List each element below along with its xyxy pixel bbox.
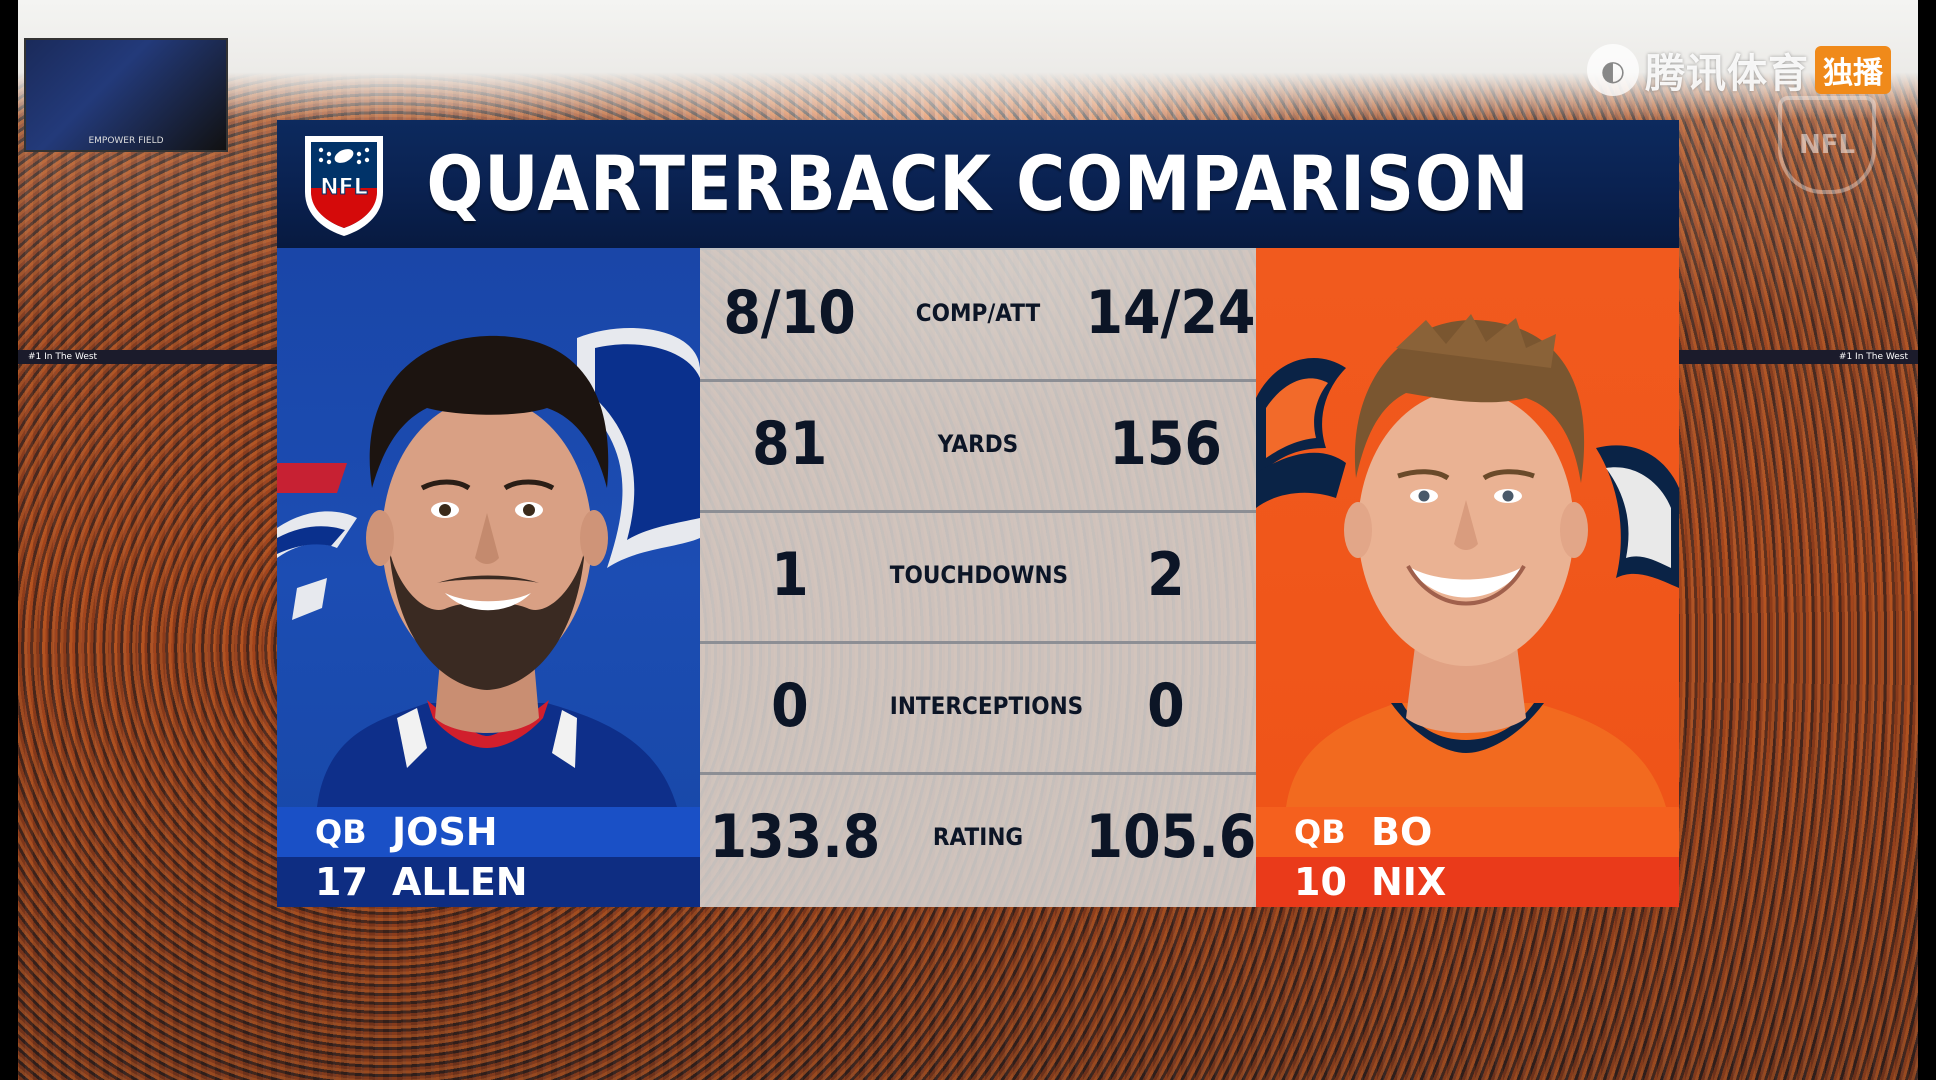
broncos-logo-icon — [1256, 358, 1679, 588]
stat-right-value: 0 — [1147, 671, 1185, 741]
stat-left-value: 8/10 — [723, 278, 857, 348]
player-position: QB — [315, 813, 367, 851]
stats-table: 8/10 COMP/ATT 14/24 81 YARDS 156 1 TOUCH… — [700, 248, 1256, 907]
stat-left-value: 133.8 — [709, 802, 881, 872]
stat-right-value: 156 — [1109, 409, 1223, 479]
broadcaster-watermark: ◐ 腾讯体育 独播 — [1587, 44, 1891, 97]
stat-label: TOUCHDOWNS — [889, 561, 1069, 589]
stat-label: YARDS — [937, 430, 1019, 458]
stat-right-value: 105.6 — [1085, 802, 1257, 872]
stat-right-value: 2 — [1147, 540, 1185, 610]
exclusive-badge: 独播 — [1815, 46, 1891, 94]
player-first-name: JOSH — [392, 810, 498, 854]
quarterback-comparison-graphic: NFL QUARTERBACK COMPARISON — [277, 120, 1679, 907]
stadium-ribbon-right: #1 In The West — [1638, 350, 1918, 364]
stat-label: INTERCEPTIONS — [889, 692, 1084, 720]
graphic-header: NFL QUARTERBACK COMPARISON — [277, 120, 1679, 248]
tencent-sports-logo-icon: ◐ — [1587, 44, 1639, 96]
stat-left-value: 81 — [752, 409, 828, 479]
stat-row-touchdowns: 1 TOUCHDOWNS 2 — [700, 510, 1256, 644]
player-photo-josh-allen — [277, 328, 700, 807]
nfl-logo-text: NFL — [320, 175, 367, 200]
stat-right-value: 14/24 — [1085, 278, 1256, 348]
stat-label: COMP/ATT — [915, 299, 1041, 327]
player-last-name: NIX — [1371, 860, 1447, 904]
stat-label: RATING — [932, 823, 1024, 851]
player-name-bar-right: QB BO 10 NIX — [1256, 807, 1679, 907]
bills-logo-icon — [277, 328, 700, 620]
stat-row-rating: 133.8 RATING 105.6 — [700, 772, 1256, 903]
stadium-ribbon-left: #1 In The West — [18, 350, 288, 364]
scoreboard-label: EMPOWER FIELD — [88, 136, 164, 146]
nfl-shield-icon: NFL — [305, 136, 383, 236]
stat-row-yards: 81 YARDS 156 — [700, 379, 1256, 513]
player-name-bar-left: QB JOSH 17 ALLEN — [277, 807, 700, 907]
stadium-scoreboard: EMPOWER FIELD — [24, 38, 228, 152]
player-number: 17 — [315, 860, 368, 904]
letterbox-right — [1918, 0, 1936, 1080]
nfl-watermark-icon: NFL — [1778, 96, 1876, 194]
stat-row-comp-att: 8/10 COMP/ATT 14/24 — [700, 248, 1256, 382]
player-position: QB — [1294, 813, 1346, 851]
watermark-text: 腾讯体育 — [1645, 51, 1809, 97]
page-title: QUARTERBACK COMPARISON — [426, 139, 1530, 228]
player-panel-right: QB BO 10 NIX — [1256, 248, 1679, 907]
player-photo-bo-nix — [1256, 314, 1679, 807]
player-number: 10 — [1294, 860, 1347, 904]
player-last-name: ALLEN — [392, 860, 528, 904]
stat-left-value: 0 — [771, 671, 809, 741]
player-first-name: BO — [1371, 810, 1433, 854]
player-panel-left: QB JOSH 17 ALLEN — [277, 248, 700, 907]
letterbox-left — [0, 0, 18, 1080]
stat-left-value: 1 — [771, 540, 809, 610]
stat-row-interceptions: 0 INTERCEPTIONS 0 — [700, 641, 1256, 775]
